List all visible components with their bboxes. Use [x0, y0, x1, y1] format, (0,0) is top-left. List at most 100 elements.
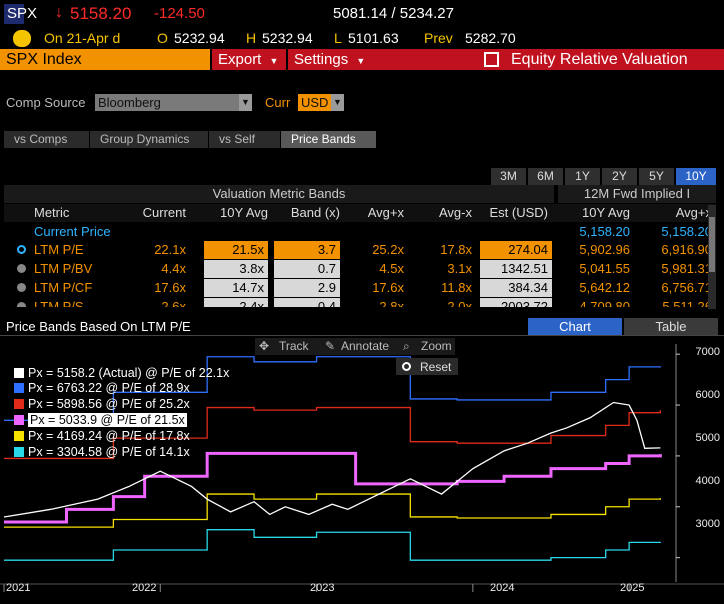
implied-title: 12M Fwd Implied I [558, 185, 716, 203]
radio-icon[interactable] [17, 302, 26, 307]
chart-tab[interactable]: Chart [528, 318, 622, 335]
reset-button[interactable]: Reset [396, 358, 458, 375]
chart-grid [0, 344, 724, 592]
quote-line-1: SPX ↓ 5158.20 -124.50 5081.14 / 5234.27 [0, 0, 724, 28]
col-avg-minus: Avg-x [439, 205, 472, 220]
period-6m[interactable]: 6M [528, 168, 563, 185]
row-metric: LTM P/CF [34, 280, 93, 295]
table-scrollbar-thumb[interactable] [709, 217, 715, 272]
row-implied-avg: 5,041.55 [579, 261, 630, 276]
period-10y[interactable]: 10Y [676, 168, 716, 185]
row-est[interactable]: 1342.51 [480, 260, 552, 278]
track-icon: ✥ [259, 339, 270, 353]
comp-source-value: Bloomberg [95, 94, 239, 111]
row-est[interactable]: 384.34 [480, 279, 552, 297]
prev-value: 5282.70 [465, 30, 516, 46]
row-avg[interactable]: 21.5x [204, 241, 268, 259]
security-title: SPX Index [0, 49, 210, 70]
row-avg[interactable]: 3.8x [204, 260, 268, 278]
col-band: Band (x) [290, 205, 340, 220]
reset-radio-icon [402, 362, 411, 371]
radio-icon[interactable] [17, 283, 26, 292]
export-label: Export [218, 51, 262, 68]
period-5y[interactable]: 5Y [639, 168, 674, 185]
legend-item: Px = 5898.56 @ P/E of 25.2x [14, 397, 190, 411]
row-avg[interactable]: 14.7x [204, 279, 268, 297]
quote-date: On 21-Apr d [44, 30, 121, 46]
comp-source-label: Comp Source [6, 95, 86, 110]
legend-text: Px = 5158.2 (Actual) @ P/E of 22.1x [28, 366, 230, 380]
series-line-1 [4, 406, 662, 460]
open-label: O [157, 30, 168, 46]
tab-vs-comps[interactable]: vs Comps [4, 131, 89, 148]
row-est[interactable]: 2003.72 [480, 298, 552, 307]
tab-vs-self[interactable]: vs Self [208, 131, 280, 148]
clock-icon [13, 30, 31, 47]
radio-icon[interactable] [17, 264, 26, 273]
currency-caret-icon: ▼ [331, 94, 344, 111]
row-plus: 4.5x [379, 261, 404, 276]
row-metric: LTM P/BV [34, 261, 93, 276]
row-current: 4.4x [161, 261, 186, 276]
row-band[interactable]: 0.4 [274, 298, 340, 307]
series-line-4 [4, 529, 662, 561]
table-scrollbar[interactable] [708, 205, 716, 309]
row-metric: LTM P/S [34, 299, 84, 307]
equity-relative-valuation-link[interactable]: Equity Relative Valuation [380, 49, 724, 70]
y-tick-label: 6000 [695, 389, 720, 401]
currency-select[interactable]: USD ▼ [298, 94, 344, 111]
table-tab[interactable]: Table [624, 318, 718, 335]
current-price-avg: 5,158.20 [579, 224, 630, 239]
legend-text: Px = 6763.22 @ P/E of 28.9x [28, 381, 190, 395]
legend-item: Px = 5158.2 (Actual) @ P/E of 22.1x [14, 366, 229, 380]
track-button[interactable]: Track [279, 339, 309, 353]
period-3m[interactable]: 3M [491, 168, 526, 185]
row-avg[interactable]: 2.4x [204, 298, 268, 307]
series-line-5 [3, 401, 661, 518]
tab-price-bands[interactable]: Price Bands [280, 131, 376, 148]
legend-text: Px = 5033.9 @ P/E of 21.5x [28, 413, 187, 427]
x-tick-label: 2024 [490, 582, 515, 594]
row-implied-plus: 6,756.71 [661, 280, 712, 295]
zoom-button[interactable]: Zoom [421, 339, 452, 353]
export-button[interactable]: Export ▼ [210, 49, 286, 70]
open-value: 5232.94 [174, 30, 225, 46]
row-minus: 11.8x [441, 280, 472, 295]
annotate-button[interactable]: Annotate [341, 339, 390, 353]
row-metric: LTM P/E [34, 242, 84, 257]
legend-item: Px = 6763.22 @ P/E of 28.9x [14, 381, 190, 395]
last-price: 5158.20 [70, 4, 132, 23]
price-bands-chart[interactable] [0, 336, 724, 604]
tab-group-dynamics[interactable]: Group Dynamics [89, 131, 208, 148]
table-row[interactable]: LTM P/S 2.6x 2.4x 0.4 2.8x 2.0x 2003.72 … [4, 298, 716, 307]
row-band[interactable]: 0.7 [274, 260, 340, 278]
row-implied-plus: 5,981.31 [661, 261, 712, 276]
net-change: -124.50 [154, 5, 205, 22]
y-tick-label: 3000 [695, 518, 720, 530]
settings-caret-icon: ▼ [356, 56, 366, 66]
comp-source-select[interactable]: Bloomberg ▼ [95, 94, 252, 111]
table-row[interactable]: LTM P/CF 17.6x 14.7x 2.9 17.6x 11.8x 384… [4, 279, 716, 297]
col-current: Current [142, 205, 186, 220]
radio-selected-icon[interactable] [17, 245, 26, 254]
zoom-icon: ⌕ [403, 339, 410, 353]
legend-swatch [14, 368, 24, 378]
row-band[interactable]: 3.7 [274, 241, 340, 259]
currency-value: USD [298, 94, 331, 111]
low-value: 5101.63 [348, 30, 399, 46]
series-line-3 [4, 493, 662, 528]
table-title: Valuation Metric Bands [4, 185, 554, 203]
settings-button[interactable]: Settings ▼ [286, 49, 380, 70]
row-est[interactable]: 274.04 [480, 241, 552, 259]
comp-source-caret-icon: ▼ [239, 94, 252, 111]
current-price-row: Current Price 5,158.20 5,158.20 [4, 223, 716, 241]
row-band[interactable]: 2.9 [274, 279, 340, 297]
period-1y[interactable]: 1Y [565, 168, 600, 185]
table-row[interactable]: LTM P/BV 4.4x 3.8x 0.7 4.5x 3.1x 1342.51… [4, 260, 716, 278]
equity-relative-valuation-label: Equity Relative Valuation [511, 51, 688, 68]
settings-label: Settings [294, 51, 349, 68]
period-2y[interactable]: 2Y [602, 168, 637, 185]
table-row[interactable]: LTM P/E 22.1x 21.5x 3.7 25.2x 17.8x 274.… [4, 241, 716, 259]
high-value: 5232.94 [262, 30, 313, 46]
chart-toolbar: ✥ Track ✎ Annotate ⌕ Zoom [255, 338, 455, 355]
